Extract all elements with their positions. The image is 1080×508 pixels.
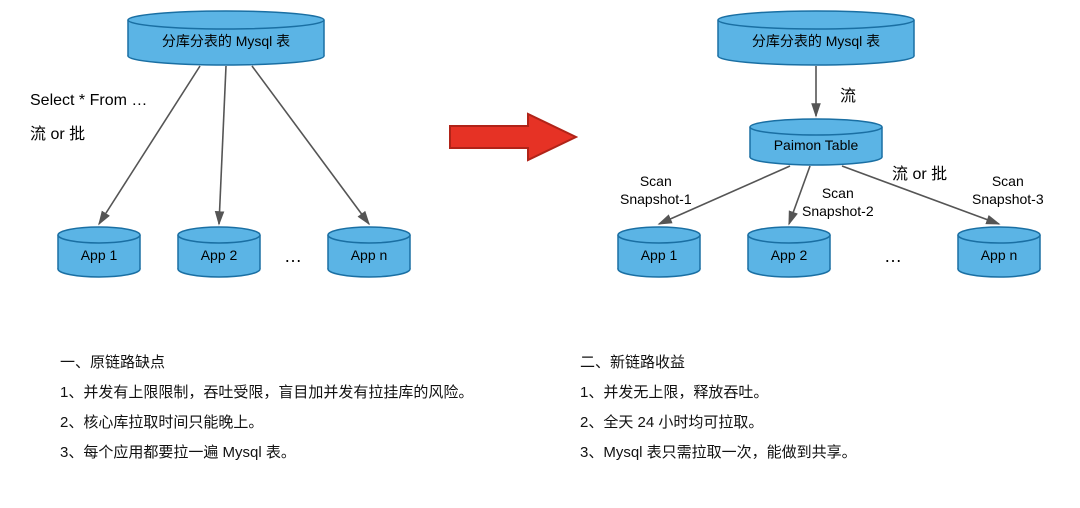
left-text-l1: 1、并发有上限限制，吞吐受限，盲目加并发有拉挂库的风险。: [60, 378, 473, 408]
left-text-title: 一、原链路缺点: [60, 348, 473, 378]
scan3-label: Scan Snapshot-3: [972, 172, 1044, 208]
left-app1-label: App 1: [81, 241, 118, 263]
left-mysql-label: 分库分表的 Mysql 表: [162, 25, 290, 51]
right-text-title: 二、新链路收益: [580, 348, 857, 378]
scan2-line1: Scan: [802, 184, 874, 202]
right-app2-label: App 2: [771, 241, 808, 263]
right-text-l1: 1、并发无上限，释放吞吐。: [580, 378, 857, 408]
transition-arrow-icon: [448, 112, 578, 162]
scan3-line2: Snapshot-3: [972, 190, 1044, 208]
right-mysql-label: 分库分表的 Mysql 表: [752, 25, 880, 51]
scan1-line1: Scan: [620, 172, 692, 190]
right-text-l3: 3、Mysql 表只需拉取一次，能做到共享。: [580, 438, 857, 468]
left-text-l2: 2、核心库拉取时间只能晚上。: [60, 408, 473, 438]
left-appn-label: App n: [351, 241, 388, 263]
left-dots: …: [284, 246, 304, 267]
right-mode-label: 流 or 批: [892, 160, 947, 184]
right-text-l2: 2、全天 24 小时均可拉取。: [580, 408, 857, 438]
scan1-line2: Snapshot-1: [620, 190, 692, 208]
left-app1-cylinder: App 1: [56, 226, 142, 278]
left-text-block: 一、原链路缺点 1、并发有上限限制，吞吐受限，盲目加并发有拉挂库的风险。 2、核…: [60, 348, 473, 468]
right-app2-cylinder: App 2: [746, 226, 832, 278]
right-text-block: 二、新链路收益 1、并发无上限，释放吞吐。 2、全天 24 小时均可拉取。 3、…: [580, 348, 857, 468]
scan2-line2: Snapshot-2: [802, 202, 874, 220]
left-appn-cylinder: App n: [326, 226, 412, 278]
right-paimon-cylinder: Paimon Table: [748, 118, 884, 166]
scan1-label: Scan Snapshot-1: [620, 172, 692, 208]
right-appn-cylinder: App n: [956, 226, 1042, 278]
left-mysql-cylinder: 分库分表的 Mysql 表: [126, 10, 326, 66]
right-app1-label: App 1: [641, 241, 678, 263]
left-select-label: Select * From …: [30, 92, 147, 110]
scan2-label: Scan Snapshot-2: [802, 184, 874, 220]
scan3-line1: Scan: [972, 172, 1044, 190]
left-mode-label: 流 or 批: [30, 120, 85, 144]
right-paimon-label: Paimon Table: [774, 131, 859, 153]
left-app2-label: App 2: [201, 241, 238, 263]
right-appn-label: App n: [981, 241, 1018, 263]
right-mysql-cylinder: 分库分表的 Mysql 表: [716, 10, 916, 66]
left-text-l3: 3、每个应用都要拉一遍 Mysql 表。: [60, 438, 473, 468]
right-app1-cylinder: App 1: [616, 226, 702, 278]
right-flow-label: 流: [840, 82, 856, 106]
left-app2-cylinder: App 2: [176, 226, 262, 278]
right-dots: …: [884, 246, 904, 267]
